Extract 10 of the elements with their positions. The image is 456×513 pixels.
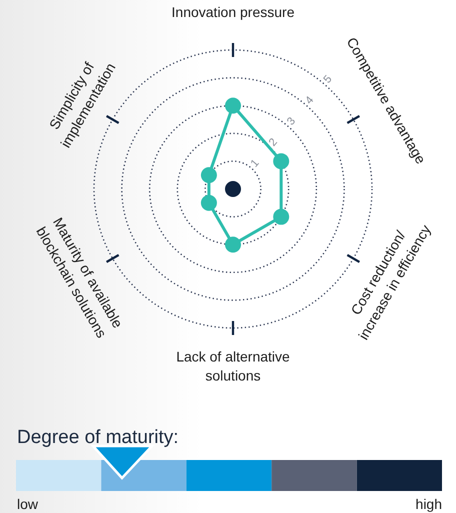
y-tick-label: 3 bbox=[285, 115, 298, 128]
y-tick-label: 2 bbox=[266, 136, 280, 149]
spoke-label: Innovation pressure bbox=[172, 4, 295, 20]
y-tick-label: 5 bbox=[321, 73, 334, 86]
text: low bbox=[17, 496, 39, 512]
text: Degree of maturity: bbox=[17, 427, 179, 448]
text: high bbox=[416, 496, 442, 512]
spoke-label: Lack of alternative solutions bbox=[176, 348, 290, 384]
y-tick-label: 4 bbox=[303, 94, 316, 107]
y-tick-label: 1 bbox=[248, 157, 262, 170]
